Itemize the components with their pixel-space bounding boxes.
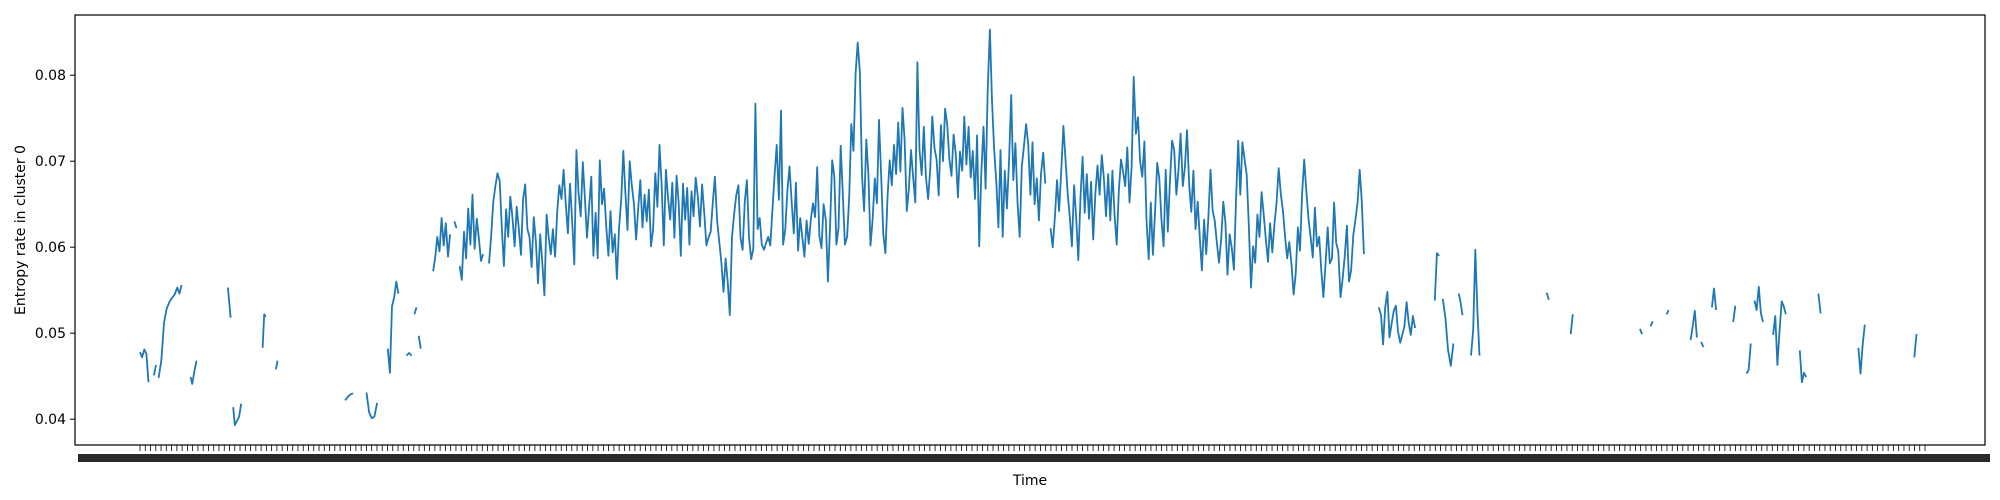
series-line-segment	[1649, 320, 1654, 327]
series-line-segment	[153, 364, 157, 376]
x-axis-label: Time	[1012, 473, 1047, 489]
series-line-segment	[453, 221, 458, 229]
series-line-segment	[1433, 252, 1440, 301]
series-line-segment	[1732, 305, 1737, 323]
series-line-segment	[344, 392, 354, 401]
series-line-segment	[1441, 298, 1455, 367]
series-line-segment	[1377, 290, 1416, 346]
y-tick-label: 0.06	[35, 240, 66, 256]
series-line-segment	[1545, 292, 1550, 300]
series-line-segment	[1817, 293, 1822, 314]
series-line-segment	[386, 280, 400, 374]
series-line-segment	[1913, 334, 1918, 358]
series-line-segment	[1639, 328, 1643, 335]
series-line-segment	[413, 307, 418, 315]
y-tick-label: 0.05	[35, 326, 66, 342]
series-line-segment	[417, 335, 422, 349]
plot-frame	[74, 14, 1986, 446]
series-line-segment	[275, 360, 279, 370]
series-line-segment	[1745, 343, 1752, 375]
y-axis-label: Entropy rate in cluster 0	[13, 145, 29, 315]
series-line-segment	[1689, 309, 1698, 341]
x-tick-labels-overlap	[78, 454, 1990, 462]
series-line-segment	[157, 284, 183, 379]
series-line-segment	[365, 392, 378, 420]
series-line-segment	[261, 313, 267, 348]
series-line-segment	[1753, 285, 1764, 323]
series-line-segment	[458, 193, 484, 281]
series-line-segment	[1049, 76, 1365, 299]
series-line-segment	[189, 360, 198, 385]
series-line-segment	[139, 348, 150, 383]
series-line-segment	[1711, 287, 1717, 311]
y-tick-label: 0.04	[35, 412, 66, 428]
y-axis-ticks: 0.04 0.05 0.06 0.07 0.08	[35, 68, 75, 428]
series-line-segment	[1798, 350, 1808, 384]
series-line-segment	[1857, 324, 1866, 375]
x-axis-ticks	[78, 445, 1990, 462]
series-group	[139, 28, 1918, 427]
y-tick-label: 0.08	[35, 68, 66, 84]
series-line-segment	[1470, 248, 1481, 356]
series-line-segment	[1569, 314, 1574, 335]
series-line-segment	[232, 403, 243, 427]
series-line-segment	[1700, 341, 1705, 348]
series-line-segment	[405, 352, 413, 357]
series-line-segment	[488, 28, 1047, 317]
series-line-segment	[1772, 300, 1787, 366]
y-tick-label: 0.07	[35, 154, 66, 170]
series-line-segment	[1665, 309, 1670, 315]
series-line-segment	[1457, 293, 1464, 316]
series-line-segment	[432, 217, 451, 272]
series-line-segment	[227, 287, 232, 318]
